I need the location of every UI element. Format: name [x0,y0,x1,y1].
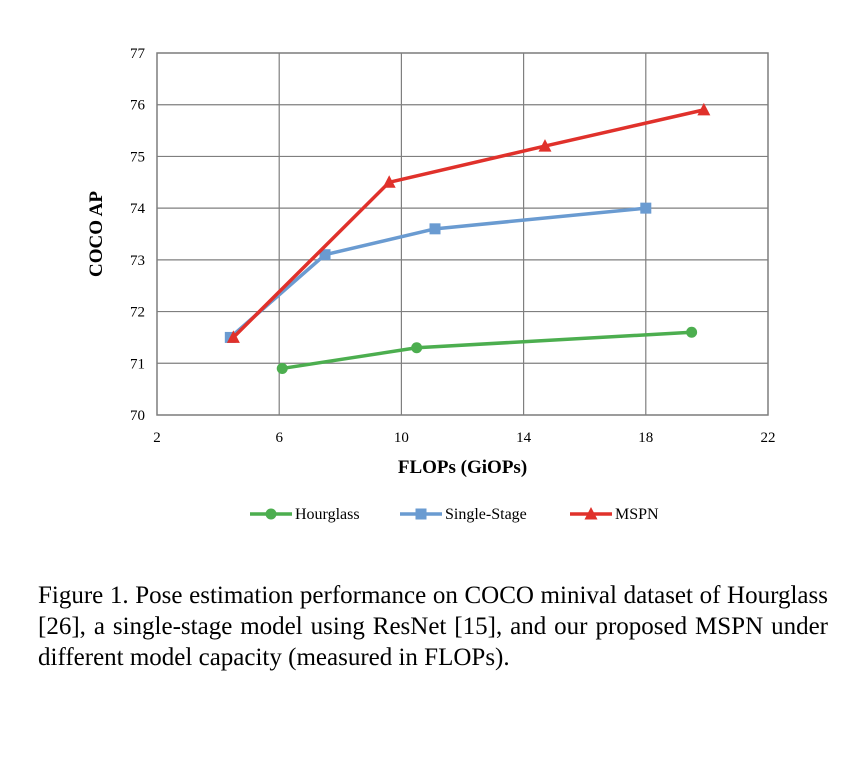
data-point-hourglass [276,362,288,374]
y-tick-label: 72 [130,305,145,321]
series-line-single-stage [229,206,646,339]
y-tick-label: 76 [130,98,146,114]
x-tick-label: 10 [394,430,409,446]
legend-label: MSPN [615,506,659,523]
series-hourglass [276,326,698,374]
x-tick-label: 22 [761,430,776,446]
legend-swatch-marker [415,508,427,520]
legend-item-hourglass: Hourglass [250,506,360,523]
data-point-single-stage [319,249,331,261]
data-point-mspn [697,102,711,116]
y-tick-label: 77 [130,46,146,62]
data-point-single-stage [640,202,652,214]
x-tick-label: 6 [275,430,283,446]
legend-item-single-stage: Single-Stage [400,506,527,523]
x-tick-label: 14 [516,430,532,446]
legend-label: Single-Stage [445,506,527,523]
data-point-hourglass [411,342,423,354]
y-tick-label: 73 [130,253,145,269]
legend-swatch-marker [265,508,277,520]
x-tick-label: 18 [638,430,653,446]
y-tick-label: 75 [130,149,145,165]
series-line-mspn [232,108,705,339]
x-tick-label: 2 [153,430,161,446]
series-single-stage [224,202,652,343]
data-point-mspn [538,139,552,152]
y-tick-label: 71 [130,356,145,372]
legend-label: Hourglass [295,506,360,523]
data-point-mspn [226,330,240,343]
chart: 70 71 72 73 74 75 76 77 2 6 10 14 18 22 FLOPs (GiOPs)… [86,46,776,523]
plot-area [156,52,769,416]
data-point-single-stage [429,223,441,235]
figure-caption: Figure 1. Pose estimation performance on… [38,582,828,671]
legend-item-mspn: MSPN [570,506,659,523]
x-axis-title: FLOPs (GiOPs) [398,457,527,478]
legend: Hourglass Single-Stage MSPN [250,506,659,523]
y-tick-label: 74 [130,201,146,217]
y-axis-title: COCO AP [86,191,107,277]
legend-swatch-marker [584,507,598,520]
data-point-mspn [382,175,396,188]
data-point-hourglass [686,326,698,338]
y-tick-label: 70 [130,408,145,424]
series-mspn [226,102,711,343]
